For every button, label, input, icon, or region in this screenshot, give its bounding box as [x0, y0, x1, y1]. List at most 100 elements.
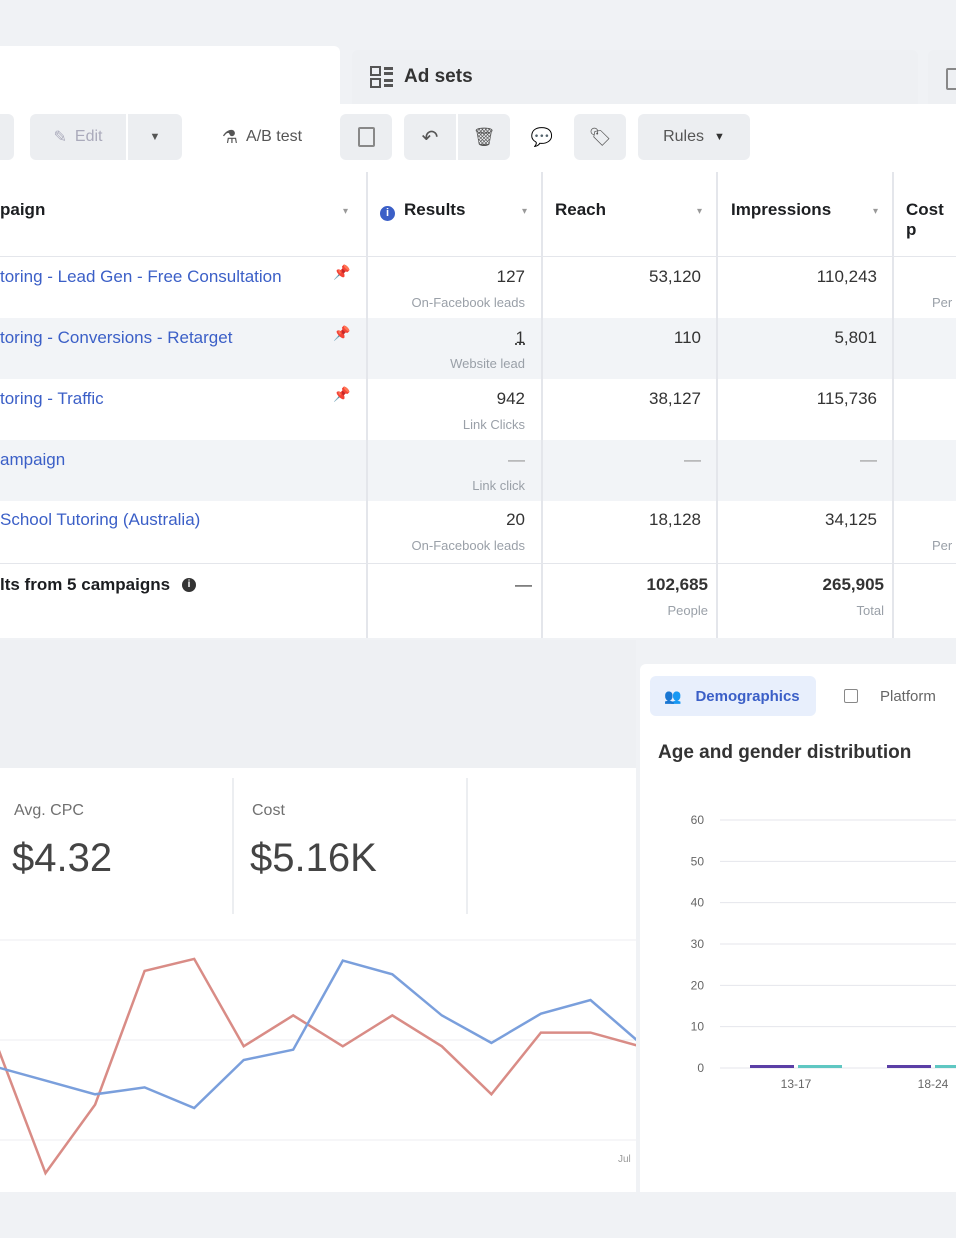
campaign-name-link[interactable]: toring - Conversions - Retarget — [0, 328, 233, 347]
column-header-cost[interactable]: Cost p — [906, 200, 944, 239]
demographics-panel — [640, 664, 956, 1192]
results-value: 1 — [515, 328, 525, 347]
summary-reach-type: People — [667, 603, 708, 618]
campaigns-tab[interactable] — [0, 46, 340, 104]
flask-icon: ⚗ — [221, 126, 239, 147]
people-icon: 👥 — [664, 687, 682, 704]
column-header-reach[interactable]: Reach — [555, 200, 607, 219]
results-type: On-Facebook leads — [411, 295, 525, 310]
results-value: — — [508, 450, 525, 469]
metric-value: $5.16K — [250, 836, 377, 880]
delete-button[interactable]: 🗑 — [458, 114, 510, 160]
tab-demographics[interactable]: 👥 Demographics — [650, 676, 816, 716]
campaigns-table — [0, 172, 956, 638]
summary-reach-value: 102,685 — [646, 575, 708, 594]
summary-divider — [0, 563, 956, 564]
info-icon[interactable]: i — [380, 206, 395, 221]
metric-card-cost[interactable] — [236, 778, 468, 914]
sort-icon[interactable]: ▾ — [873, 206, 879, 217]
metric-card-avg-cpc[interactable] — [0, 778, 234, 914]
results-type: On-Facebook leads — [411, 538, 525, 553]
tab-ads[interactable] — [928, 50, 956, 104]
results-type: Link click — [472, 478, 525, 493]
impressions-value: 110,243 — [816, 267, 877, 286]
edit-dropdown-button[interactable]: ▼ — [128, 114, 182, 160]
rules-button[interactable]: Rules ▼ — [638, 114, 750, 160]
comment-icon: 💬 — [530, 126, 554, 147]
bar[interactable] — [935, 1065, 956, 1068]
caret-down-icon: ▼ — [149, 131, 161, 143]
campaign-name-link[interactable]: toring - Lead Gen - Free Consultation — [0, 267, 282, 286]
impressions-value: — — [860, 450, 877, 469]
reach-value: — — [684, 450, 701, 469]
column-header-campaign[interactable]: paign — [0, 200, 46, 219]
y-tick-label: 10 — [691, 1020, 705, 1034]
tab-platform[interactable]: Platform — [840, 676, 956, 716]
table-header-divider — [0, 256, 956, 257]
column-header-impressions[interactable]: Impressions — [731, 200, 832, 219]
summary-results-value: — — [515, 575, 532, 594]
campaign-name-link[interactable]: toring - Traffic — [0, 389, 104, 408]
impressions-value: 34,125 — [825, 510, 877, 529]
undo-icon: ↶ — [421, 126, 439, 149]
summary-impressions-type: Total — [856, 603, 884, 618]
pin-icon[interactable]: 📌 — [333, 386, 351, 402]
pin-icon[interactable]: 📌 — [333, 264, 351, 280]
column-divider — [716, 172, 718, 638]
results-type: Website lead — [450, 356, 525, 371]
results-type: Link Clicks — [462, 417, 525, 432]
trash-icon: 🗑 — [472, 126, 496, 147]
reach-value: 18,128 — [649, 510, 701, 529]
metric-value: $4.32 — [12, 836, 113, 880]
campaign-name-link[interactable]: ampaign — [0, 450, 66, 469]
metric-card-empty[interactable] — [470, 778, 630, 914]
chart-title: Age and gender distribution — [658, 742, 912, 763]
platform-icon — [844, 689, 858, 703]
undo-button[interactable]: ↶ — [404, 114, 456, 160]
age-gender-bar-chart: 0 10 20 30 40 50 60 13-17 18-24 — [691, 813, 956, 1091]
performance-panel-header — [0, 640, 636, 768]
table-row[interactable] — [0, 318, 956, 379]
bar[interactable] — [798, 1065, 842, 1068]
sort-icon[interactable]: ▾ — [697, 206, 703, 217]
create-button[interactable] — [0, 114, 14, 160]
summary-label: lts from 5 campaigns — [0, 575, 171, 594]
ads-icon — [946, 68, 956, 90]
series-line — [0, 957, 636, 1176]
column-divider — [541, 172, 543, 638]
tag-icon: 🏷 — [588, 126, 612, 147]
x-axis-label: Jul — [618, 1154, 631, 1165]
summary-impressions-value: 265,905 — [822, 575, 884, 594]
results-value: 20 — [506, 510, 525, 529]
column-header-results[interactable]: Results — [404, 200, 466, 219]
cost-type: Per — [932, 538, 953, 553]
edit-button[interactable]: ✎ Edit — [30, 114, 126, 160]
column-divider — [366, 172, 368, 638]
sort-icon[interactable]: ▾ — [343, 206, 349, 217]
tab-ad-sets[interactable]: Ad sets — [352, 50, 918, 104]
metric-label: Cost — [252, 802, 285, 819]
ab-test-button[interactable]: ⚗ A/B test — [196, 114, 328, 160]
table-row[interactable] — [0, 440, 956, 501]
duplicate-button[interactable] — [340, 114, 392, 160]
preview-button[interactable]: 💬 — [516, 114, 568, 160]
pin-icon[interactable]: 📌 — [333, 325, 351, 341]
clipboard-icon — [357, 127, 375, 147]
bar[interactable] — [887, 1065, 931, 1068]
tag-button[interactable]: 🏷 — [574, 114, 626, 160]
reach-value: 38,127 — [649, 389, 701, 408]
caret-down-icon: ▼ — [714, 131, 725, 143]
impressions-value: 115,736 — [816, 389, 877, 408]
performance-line-chart: Jul — [0, 939, 636, 1176]
ad-sets-icon — [370, 66, 393, 88]
x-tick-label: 18-24 — [918, 1077, 949, 1091]
impressions-value: 5,801 — [834, 328, 877, 347]
column-divider — [892, 172, 894, 638]
campaign-name-link[interactable]: School Tutoring (Australia) — [0, 510, 201, 529]
bar[interactable] — [750, 1065, 794, 1068]
y-tick-label: 20 — [691, 978, 705, 992]
sort-icon[interactable]: ▾ — [522, 206, 528, 217]
pencil-icon: ✎ — [53, 129, 67, 146]
results-value: 942 — [496, 389, 525, 408]
info-icon[interactable]: i — [182, 578, 196, 592]
